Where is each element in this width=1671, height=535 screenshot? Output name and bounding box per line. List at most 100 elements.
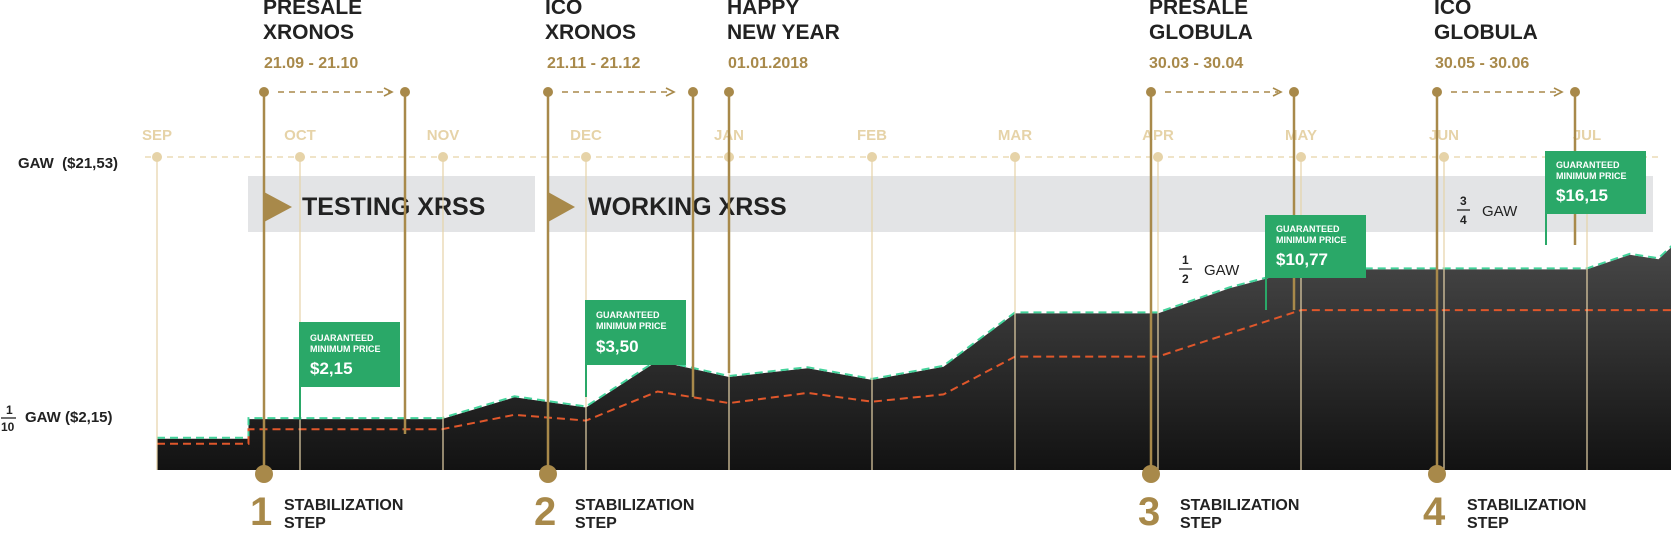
- step-label-line2: STEP: [284, 515, 326, 530]
- top-price-label: GAW ($21,53): [18, 155, 118, 172]
- month-dot: [1010, 152, 1020, 162]
- event-top-dot: [1570, 87, 1580, 97]
- band-testing: [248, 176, 535, 232]
- month-dot: [867, 152, 877, 162]
- guarantee-box-value: $10,77: [1276, 250, 1328, 269]
- event-title-line2: XRONOS: [545, 21, 636, 44]
- band-label-working: WORKING XRSS: [588, 193, 787, 221]
- fraction-denominator: 10: [1, 420, 15, 434]
- month-tick-label: JUL: [1573, 127, 1601, 144]
- event-top-dot: [1289, 87, 1299, 97]
- band-label-testing: TESTING XRSS: [302, 193, 485, 221]
- event-top-dot: [259, 87, 269, 97]
- step-dot: [1428, 465, 1446, 483]
- month-dot: [152, 152, 162, 162]
- month-tick-label: DEC: [570, 127, 602, 144]
- event-title-line2: NEW YEAR: [727, 21, 840, 44]
- stabilization-steps: 1 STABILIZATION STEP 2 STABILIZATION STE…: [250, 490, 1586, 534]
- event-top-dot: [1146, 87, 1156, 97]
- month-tick-label: NOV: [427, 127, 460, 144]
- guarantee-boxes: GUARANTEED MINIMUM PRICE $2,15 GUARANTEE…: [299, 151, 1646, 420]
- month-tick-label: SEP: [142, 127, 172, 144]
- fraction-label-text: GAW: [1482, 203, 1518, 220]
- month-tick-label: APR: [1142, 127, 1174, 144]
- event-title-line1: PRESALE: [263, 0, 362, 19]
- event-dates: 01.01.2018: [728, 55, 808, 72]
- month-dot: [1153, 152, 1163, 162]
- month-dot: [581, 152, 591, 162]
- guarantee-box-line1: GUARANTEED: [310, 333, 374, 343]
- arrow-icon: [278, 87, 1564, 97]
- event-top-dot: [724, 87, 734, 97]
- event-top-dot: [543, 87, 553, 97]
- step-label-line1: STABILIZATION: [1467, 497, 1586, 514]
- event-title-line1: HAPPY: [727, 0, 799, 19]
- event-title-line2: XRONOS: [263, 21, 354, 44]
- month-dot: [438, 152, 448, 162]
- step-label-line2: STEP: [575, 515, 617, 530]
- guarantee-box-value: $2,15: [310, 359, 353, 378]
- guarantee-box-value: $16,15: [1556, 186, 1608, 205]
- bottom-price-label: GAW ($2,15): [25, 409, 113, 426]
- step-number: 3: [1138, 490, 1160, 530]
- step-label-line2: STEP: [1180, 515, 1222, 530]
- event-title-line1: ICO: [1434, 0, 1471, 19]
- fraction-numerator: 3: [1460, 194, 1467, 208]
- step-number: 2: [534, 490, 556, 530]
- event-title-line2: GLOBULA: [1434, 21, 1538, 44]
- fraction-label-text: GAW: [1204, 262, 1240, 279]
- step-label-line1: STABILIZATION: [1180, 497, 1299, 514]
- month-tick-label: MAY: [1285, 127, 1317, 144]
- month-tick-label: MAR: [998, 127, 1032, 144]
- event-dates: 21.09 - 21.10: [264, 55, 358, 72]
- month-dot: [295, 152, 305, 162]
- step-dot: [539, 465, 557, 483]
- guarantee-box-line1: GUARANTEED: [596, 310, 660, 320]
- step-number: 1: [250, 490, 272, 530]
- guarantee-box-line2: MINIMUM PRICE: [1556, 171, 1627, 181]
- fraction-denominator: 2: [1182, 272, 1189, 286]
- step-label-line2: STEP: [1467, 515, 1509, 530]
- event-dates: 30.05 - 30.06: [1435, 55, 1529, 72]
- fraction-numerator: 1: [6, 403, 13, 417]
- price-area: [157, 247, 1671, 470]
- guarantee-box: [300, 322, 400, 387]
- event-headers: PRESALE XRONOS 21.09 - 21.10 ICO XRONOS …: [263, 0, 1538, 72]
- event-title-line1: ICO: [545, 0, 582, 19]
- month-dot: [1439, 152, 1449, 162]
- event-dates: 21.11 - 21.12: [547, 55, 641, 72]
- event-top-dot: [688, 87, 698, 97]
- bands-layer: TESTING XRSS WORKING XRSS: [248, 176, 1653, 232]
- step-label-line1: STABILIZATION: [575, 497, 694, 514]
- guarantee-box-line1: GUARANTEED: [1276, 224, 1340, 234]
- step-number: 4: [1423, 490, 1446, 530]
- month-tick-label: JUN: [1429, 127, 1459, 144]
- guarantee-box: [586, 300, 686, 365]
- fraction-annotations: 1 2 GAW 3 4 GAW: [1179, 194, 1518, 286]
- fraction-denominator: 4: [1460, 213, 1467, 227]
- events-layer: [255, 87, 1580, 483]
- guarantee-box-line2: MINIMUM PRICE: [596, 321, 667, 331]
- month-tick-label: FEB: [857, 127, 887, 144]
- month-tick-label: OCT: [284, 127, 316, 144]
- guarantee-box-line2: MINIMUM PRICE: [1276, 235, 1347, 245]
- guarantee-box-line1: GUARANTEED: [1556, 160, 1620, 170]
- event-title-line1: PRESALE: [1149, 0, 1248, 19]
- event-dates: 30.03 - 30.04: [1149, 55, 1243, 72]
- event-title-line2: GLOBULA: [1149, 21, 1253, 44]
- guarantee-box: [1546, 151, 1646, 214]
- price-labels: GAW ($21,53) 1 10 GAW ($2,15): [1, 155, 118, 434]
- event-top-dot: [400, 87, 410, 97]
- guarantee-box-value: $3,50: [596, 337, 639, 356]
- guarantee-box-line2: MINIMUM PRICE: [310, 344, 381, 354]
- fraction-numerator: 1: [1182, 253, 1189, 267]
- month-dot: [1296, 152, 1306, 162]
- event-top-dot: [1432, 87, 1442, 97]
- step-dot: [1142, 465, 1160, 483]
- step-label-line1: STABILIZATION: [284, 497, 403, 514]
- guarantee-box: [1266, 215, 1366, 278]
- play-icon: [264, 192, 292, 222]
- play-icon: [548, 192, 575, 222]
